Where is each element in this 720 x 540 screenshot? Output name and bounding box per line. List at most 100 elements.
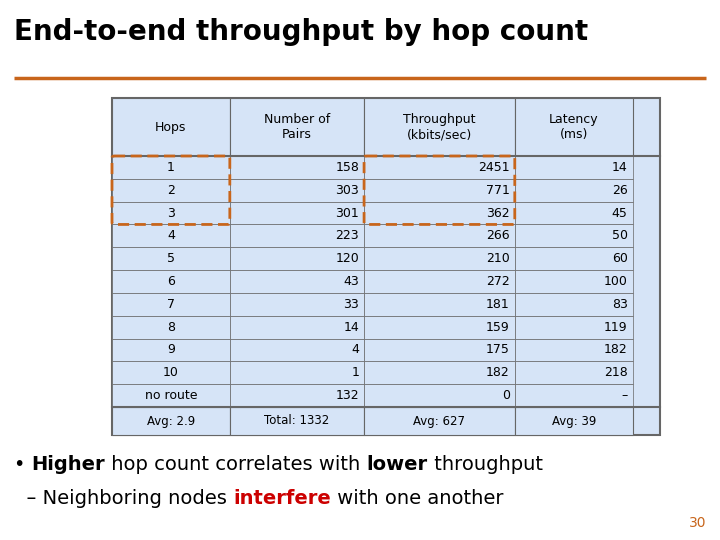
Bar	[515, 361, 633, 384]
Text: 14: 14	[343, 321, 359, 334]
Bar	[112, 407, 230, 435]
Text: throughput: throughput	[428, 456, 543, 475]
Text: Total: 1332: Total: 1332	[264, 415, 330, 428]
Bar	[515, 179, 633, 201]
Text: 182: 182	[486, 366, 510, 379]
Text: 218: 218	[604, 366, 628, 379]
Text: no route: no route	[145, 389, 197, 402]
Text: 362: 362	[486, 206, 510, 220]
Bar	[230, 384, 364, 407]
Bar	[112, 179, 230, 201]
Text: Higher: Higher	[32, 456, 105, 475]
Text: 266: 266	[486, 230, 510, 242]
Text: 2451: 2451	[478, 161, 510, 174]
Text: Throughput
(kbits/sec): Throughput (kbits/sec)	[403, 113, 476, 141]
Text: Avg: 627: Avg: 627	[413, 415, 465, 428]
Text: 7: 7	[167, 298, 175, 311]
Bar	[230, 156, 364, 179]
Bar	[112, 316, 230, 339]
Text: 33: 33	[343, 298, 359, 311]
Text: 26: 26	[612, 184, 628, 197]
Bar	[112, 156, 230, 179]
Text: 3: 3	[167, 206, 175, 220]
Bar	[364, 407, 515, 435]
Text: Avg: 39: Avg: 39	[552, 415, 596, 428]
Text: 272: 272	[486, 275, 510, 288]
Bar	[515, 247, 633, 270]
Bar	[230, 270, 364, 293]
Bar	[230, 179, 364, 201]
Bar	[515, 407, 633, 435]
Bar	[515, 201, 633, 225]
Bar	[230, 361, 364, 384]
Text: 120: 120	[336, 252, 359, 265]
Bar	[515, 384, 633, 407]
Text: 83: 83	[612, 298, 628, 311]
Bar	[515, 339, 633, 361]
Bar	[112, 339, 230, 361]
Text: 2: 2	[167, 184, 175, 197]
Text: with one another: with one another	[331, 489, 503, 508]
Text: 223: 223	[336, 230, 359, 242]
Bar	[515, 270, 633, 293]
Text: 50: 50	[611, 230, 628, 242]
Bar	[230, 339, 364, 361]
Bar	[230, 98, 364, 156]
Text: 100: 100	[604, 275, 628, 288]
Text: – Neighboring nodes: – Neighboring nodes	[14, 489, 233, 508]
Text: 771: 771	[486, 184, 510, 197]
Text: Latency
(ms): Latency (ms)	[549, 113, 598, 141]
Text: 45: 45	[612, 206, 628, 220]
Text: 4: 4	[167, 230, 175, 242]
Text: 4: 4	[351, 343, 359, 356]
Bar	[515, 225, 633, 247]
Bar	[112, 270, 230, 293]
Text: 30: 30	[688, 516, 706, 530]
Bar	[112, 384, 230, 407]
Bar	[364, 293, 515, 316]
Bar	[364, 98, 515, 156]
Bar	[364, 179, 515, 201]
Text: 60: 60	[612, 252, 628, 265]
Bar	[112, 247, 230, 270]
Bar	[515, 156, 633, 179]
Text: 303: 303	[336, 184, 359, 197]
Bar	[112, 98, 660, 435]
Bar	[112, 98, 230, 156]
Text: –: –	[621, 389, 628, 402]
Bar	[364, 361, 515, 384]
Bar	[112, 225, 230, 247]
Text: 301: 301	[336, 206, 359, 220]
Bar	[364, 270, 515, 293]
Bar	[515, 316, 633, 339]
Text: End-to-end throughput by hop count: End-to-end throughput by hop count	[14, 18, 588, 46]
Bar	[230, 316, 364, 339]
Text: 181: 181	[486, 298, 510, 311]
Text: 175: 175	[486, 343, 510, 356]
Text: Number of
Pairs: Number of Pairs	[264, 113, 330, 141]
Text: 119: 119	[604, 321, 628, 334]
Bar	[112, 293, 230, 316]
Bar	[364, 201, 515, 225]
Text: 158: 158	[336, 161, 359, 174]
Bar	[364, 247, 515, 270]
Text: 1: 1	[167, 161, 175, 174]
Bar	[230, 293, 364, 316]
Bar	[112, 201, 230, 225]
Text: 0: 0	[502, 389, 510, 402]
Text: 8: 8	[167, 321, 175, 334]
Bar	[112, 361, 230, 384]
Bar	[230, 201, 364, 225]
Bar	[230, 407, 364, 435]
Text: •: •	[14, 456, 32, 475]
Text: 5: 5	[167, 252, 175, 265]
Bar	[364, 156, 515, 179]
Text: 1: 1	[351, 366, 359, 379]
Text: 210: 210	[486, 252, 510, 265]
Bar	[364, 384, 515, 407]
Bar	[364, 316, 515, 339]
Text: 14: 14	[612, 161, 628, 174]
Bar	[364, 225, 515, 247]
Text: 6: 6	[167, 275, 175, 288]
Bar	[515, 98, 633, 156]
